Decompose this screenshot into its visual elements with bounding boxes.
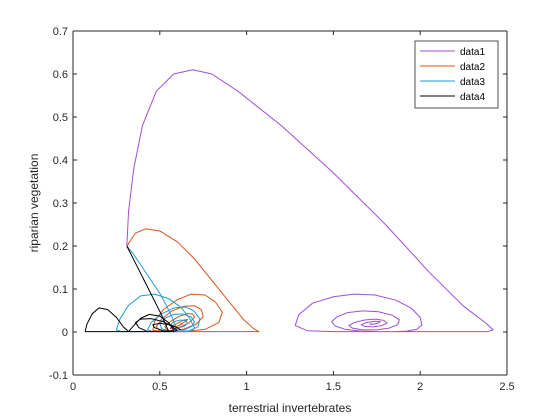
series-line-data1 <box>126 69 494 333</box>
y-axis-label: riparian vegetation <box>27 154 41 253</box>
y-tick-label: 0.5 <box>53 112 68 124</box>
y-tick-label: 0.1 <box>53 284 68 296</box>
y-tick-label: 0 <box>62 327 68 339</box>
legend-label-data2: data2 <box>460 62 485 73</box>
y-tick-label: 0.7 <box>53 26 68 38</box>
legend: data1 data2 data3 data4 <box>414 40 499 109</box>
y-tick-label: 0.3 <box>53 198 68 210</box>
x-tick-label: 0.5 <box>152 381 167 393</box>
x-tick-label: 2 <box>417 381 423 393</box>
y-tick-label: 0.6 <box>53 69 68 81</box>
legend-label-data3: data3 <box>460 77 485 88</box>
legend-label-data1: data1 <box>460 47 485 58</box>
y-tick-label: 0.2 <box>53 241 68 253</box>
legend-entries: data1 data2 data3 data4 <box>420 47 485 103</box>
x-tick-label: 0 <box>70 381 76 393</box>
x-tick-label: 1 <box>244 381 250 393</box>
x-axis-label: terrestrial invertebrates <box>229 401 352 415</box>
x-tick-label: 1.5 <box>326 381 341 393</box>
series-layer <box>84 69 494 333</box>
series-line-data4 <box>84 245 181 333</box>
x-ticks: 0 0.5 1 1.5 2 2.5 <box>70 31 515 393</box>
x-tick-label: 2.5 <box>499 381 514 393</box>
y-tick-label: 0.4 <box>53 155 68 167</box>
legend-label-data4: data4 <box>460 92 485 103</box>
y-ticks: -0.1 0 0.1 0.2 0.3 0.4 0.5 0.6 0.7 <box>49 26 507 382</box>
legend-box <box>414 40 499 109</box>
y-tick-label: -0.1 <box>49 370 68 382</box>
